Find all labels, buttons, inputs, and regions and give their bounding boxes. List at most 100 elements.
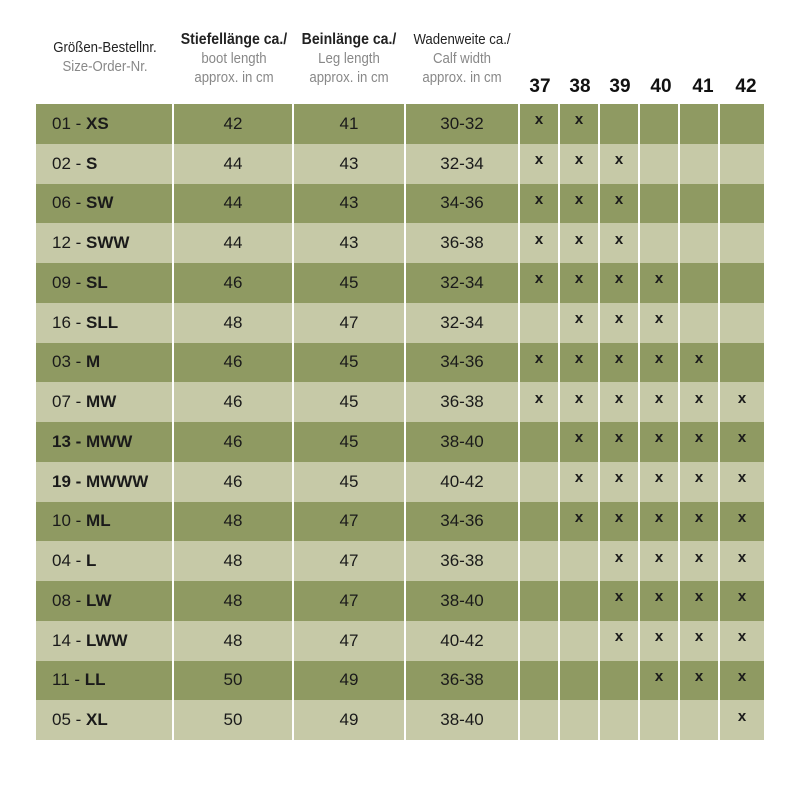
size-availability-cell: x (680, 382, 720, 422)
size-availability-cell (600, 104, 640, 144)
header-calf-width-en1: Calf width (433, 50, 491, 67)
size-availability-cell: x (640, 620, 680, 661)
size-availability-cell (520, 541, 560, 581)
size-availability-cell: x (680, 660, 720, 701)
size-availability-cell: x (600, 183, 640, 224)
size-availability-cell: x (560, 183, 600, 224)
size-availability-cell: x (600, 581, 640, 621)
table-row: 01 - XS 42 41 30-32 x x (36, 104, 768, 144)
size-order-cell: 16 - SLL (36, 302, 174, 343)
boot-length-cell: 48 (174, 541, 294, 581)
size-order-cell: 07 - MW (36, 382, 174, 422)
size-availability-cell: x (680, 541, 720, 581)
size-availability-cell: x (520, 104, 560, 144)
size-availability-cell: x (640, 461, 680, 502)
size-availability-cell (600, 700, 640, 740)
size-availability-cell: x (640, 581, 680, 621)
table-row: 08 - LW 48 47 38-40 x x x x (36, 581, 768, 621)
size-availability-cell: x (720, 581, 764, 621)
leg-length-cell: 45 (294, 461, 406, 502)
boot-length-cell: 48 (174, 302, 294, 343)
size-availability-cell: x (720, 422, 764, 462)
leg-length-cell: 45 (294, 422, 406, 462)
size-availability-cell (720, 104, 764, 144)
calf-width-cell: 34-36 (406, 501, 520, 542)
calf-width-cell: 40-42 (406, 461, 520, 502)
size-availability-cell: x (640, 263, 680, 303)
order-number: 06 - (52, 193, 87, 213)
size-availability-cell: x (520, 263, 560, 303)
boot-length-cell: 46 (174, 422, 294, 462)
leg-length-cell: 49 (294, 700, 406, 740)
size-availability-cell: x (520, 223, 560, 263)
size-availability-cell: x (640, 422, 680, 462)
leg-length-cell: 45 (294, 382, 406, 422)
size-availability-cell (520, 620, 560, 661)
size-availability-cell: x (560, 461, 600, 502)
size-availability-cell: x (560, 223, 600, 263)
calf-width-cell: 38-40 (406, 700, 520, 740)
size-availability-cell: x (720, 700, 764, 740)
size-availability-cell: x (720, 660, 764, 701)
size-availability-cell: x (600, 501, 640, 542)
leg-length-cell: 47 (294, 541, 406, 581)
size-availability-cell: x (640, 541, 680, 581)
size-availability-cell (520, 302, 560, 343)
table-row: 14 - LWW 48 47 40-42 x x x x (36, 620, 768, 661)
size-availability-cell: x (720, 541, 764, 581)
size-availability-cell: x (600, 302, 640, 343)
header-boot-length-en2: approx. in cm (194, 69, 274, 86)
size-code: SL (86, 272, 108, 292)
boot-length-cell: 44 (174, 143, 294, 184)
size-availability-cell: x (680, 581, 720, 621)
size-availability-cell: x (560, 302, 600, 343)
header-size-order-en: Size-Order-Nr. (62, 58, 148, 75)
size-availability-cell (520, 422, 560, 462)
leg-length-cell: 47 (294, 501, 406, 542)
boot-length-cell: 50 (174, 700, 294, 740)
order-number: 07 - (52, 392, 87, 412)
size-code: SW (86, 193, 114, 213)
order-number: 02 - (52, 153, 87, 173)
calf-width-cell: 32-34 (406, 143, 520, 184)
size-availability-cell (720, 302, 764, 343)
size-order-cell: 11 - LL (36, 660, 174, 701)
size-availability-cell: x (560, 342, 600, 383)
size-availability-cell: x (520, 382, 560, 422)
size-availability-cell: x (560, 263, 600, 303)
calf-width-cell: 32-34 (406, 302, 520, 343)
order-number: 01 - (52, 113, 87, 133)
size-availability-cell (640, 700, 680, 740)
size-code: LL (84, 670, 106, 690)
calf-width-cell: 30-32 (406, 104, 520, 144)
calf-width-cell: 32-34 (406, 263, 520, 303)
size-code: SLL (86, 312, 119, 332)
size-availability-cell (560, 700, 600, 740)
size-availability-cell: x (680, 342, 720, 383)
size-availability-cell (720, 183, 764, 224)
size-availability-cell: x (600, 422, 640, 462)
header-calf-width: Wadenweite ca./ Calf width approx. in cm (407, 30, 516, 87)
boot-length-cell: 48 (174, 620, 294, 661)
size-availability-cell: x (600, 541, 640, 581)
size-availability-cell: x (600, 382, 640, 422)
size-availability-cell: x (720, 620, 764, 661)
leg-length-cell: 43 (294, 223, 406, 263)
size-availability-cell (680, 263, 720, 303)
size-availability-cell: x (640, 660, 680, 701)
order-number: 04 - (52, 551, 87, 571)
header-boot-length-en1: boot length (201, 50, 267, 67)
header-shoe-size: 38 (569, 76, 591, 97)
table-row: 13 - MWW 46 45 38-40 x x x x x (36, 422, 768, 462)
size-availability-cell (560, 660, 600, 701)
size-availability-cell (680, 104, 720, 144)
size-order-cell: 05 - XL (36, 700, 174, 740)
size-availability-cell (600, 660, 640, 701)
size-code: L (86, 551, 97, 571)
header-leg-length-de: Beinlänge ca./ (301, 31, 397, 48)
size-order-cell: 03 - M (36, 342, 174, 383)
size-availability-cell (560, 581, 600, 621)
leg-length-cell: 43 (294, 143, 406, 184)
boot-length-cell: 48 (174, 501, 294, 542)
boot-length-cell: 46 (174, 461, 294, 502)
